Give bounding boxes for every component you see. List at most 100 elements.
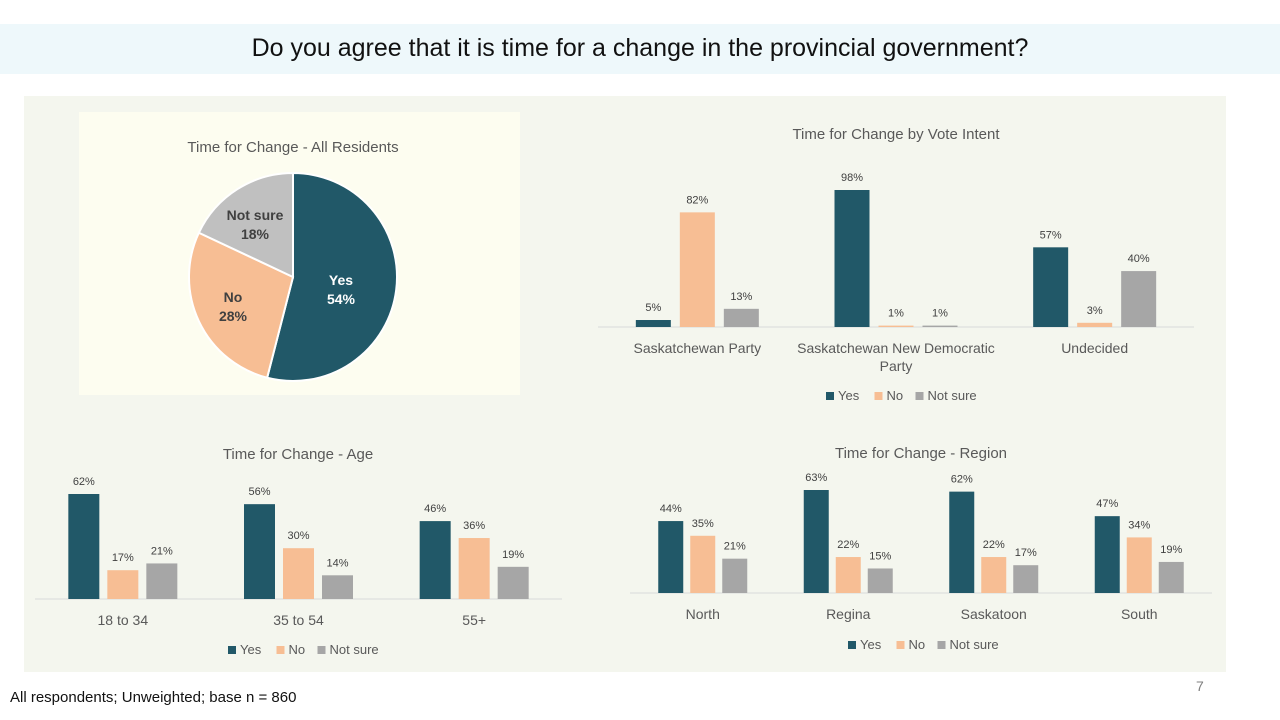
region-legend-label: No bbox=[909, 637, 926, 652]
region-data-label: 19% bbox=[1160, 544, 1182, 556]
age-bar-no bbox=[107, 570, 139, 599]
region-data-label: 15% bbox=[869, 550, 891, 562]
vote-data-label: 13% bbox=[730, 291, 752, 303]
vote-data-label: 5% bbox=[645, 302, 661, 314]
page-title: Do you agree that it is time for a chang… bbox=[251, 34, 1029, 62]
vote-category-label: Party bbox=[880, 358, 913, 374]
age-bar-no bbox=[458, 538, 490, 599]
age-bar-no bbox=[283, 548, 314, 599]
region-category-label: South bbox=[1121, 606, 1158, 622]
age-data-label: 56% bbox=[248, 486, 270, 498]
region-category-label: Saskatoon bbox=[961, 606, 1027, 622]
region-bar-yes bbox=[1094, 516, 1120, 593]
page-number: 7 bbox=[1196, 678, 1204, 694]
region-chart-title: Time for Change - Region bbox=[835, 445, 1007, 462]
vote-bar-no bbox=[878, 325, 914, 327]
age-category-label: 35 to 54 bbox=[273, 612, 324, 628]
age-legend-label: No bbox=[289, 642, 306, 657]
region-data-label: 22% bbox=[837, 539, 859, 551]
pie-slice-value: 28% bbox=[219, 308, 248, 324]
age-legend-swatch bbox=[317, 646, 326, 654]
pie-slice-value: 54% bbox=[327, 291, 356, 307]
title-band bbox=[0, 24, 1280, 74]
age-data-label: 46% bbox=[424, 503, 446, 515]
vote-bar-yes bbox=[635, 320, 671, 327]
region-bar-not-sure bbox=[722, 558, 748, 593]
region-legend-swatch bbox=[848, 641, 856, 649]
age-category-label: 55+ bbox=[462, 612, 486, 628]
age-bar-not-sure bbox=[322, 575, 353, 599]
age-bar-yes bbox=[244, 504, 275, 599]
vote-category-label: Undecided bbox=[1061, 340, 1128, 356]
age-legend-label: Not sure bbox=[330, 642, 379, 657]
region-data-label: 44% bbox=[660, 503, 682, 515]
age-bar-yes bbox=[419, 521, 451, 599]
age-data-label: 30% bbox=[287, 530, 309, 542]
region-legend-swatch bbox=[937, 641, 946, 649]
age-bar-not-sure bbox=[497, 566, 529, 599]
region-data-label: 21% bbox=[724, 541, 746, 553]
vote-data-label: 57% bbox=[1040, 229, 1062, 241]
region-data-label: 34% bbox=[1128, 519, 1150, 531]
vote-bar-not-sure bbox=[1121, 271, 1157, 327]
pie-slice-value: 18% bbox=[241, 226, 270, 242]
region-bar-not-sure bbox=[1013, 565, 1039, 593]
age-data-label: 14% bbox=[326, 557, 348, 569]
vote-data-label: 1% bbox=[888, 308, 904, 320]
pie-slice-label: Not sure bbox=[227, 207, 284, 223]
pie-slice-label: Yes bbox=[329, 272, 353, 288]
region-data-label: 22% bbox=[983, 539, 1005, 551]
vote-data-label: 40% bbox=[1128, 253, 1150, 265]
region-data-label: 63% bbox=[805, 472, 827, 484]
region-bar-no bbox=[981, 557, 1007, 593]
vote-legend-swatch bbox=[915, 392, 924, 400]
age-category-label: 18 to 34 bbox=[98, 612, 149, 628]
vote-legend-swatch bbox=[826, 392, 834, 400]
region-bar-no bbox=[690, 535, 716, 593]
age-legend-swatch bbox=[276, 646, 285, 654]
region-bar-no bbox=[835, 557, 861, 593]
region-data-label: 62% bbox=[951, 474, 973, 486]
vote-category-label: Saskatchewan Party bbox=[634, 340, 762, 356]
footnote: All respondents; Unweighted; base n = 86… bbox=[10, 689, 297, 706]
pie-slice-yes bbox=[265, 171, 398, 382]
region-bar-no bbox=[1126, 537, 1152, 593]
region-bar-yes bbox=[949, 491, 975, 593]
vote-legend-label: No bbox=[887, 388, 904, 403]
region-bar-not-sure bbox=[867, 568, 893, 593]
region-legend-label: Not sure bbox=[950, 637, 999, 652]
vote-data-label: 98% bbox=[841, 172, 863, 184]
region-legend-swatch bbox=[896, 641, 905, 649]
region-data-label: 47% bbox=[1096, 498, 1118, 510]
vote-chart-title: Time for Change by Vote Intent bbox=[792, 126, 1000, 143]
pie-slice-label: No bbox=[224, 289, 243, 305]
region-legend-label: Yes bbox=[860, 637, 882, 652]
vote-legend-swatch bbox=[874, 392, 883, 400]
vote-bar-yes bbox=[834, 190, 870, 327]
vote-data-label: 82% bbox=[686, 194, 708, 206]
vote-bar-no bbox=[1077, 322, 1113, 327]
vote-data-label: 3% bbox=[1087, 305, 1103, 317]
region-bar-yes bbox=[803, 490, 829, 593]
region-bar-not-sure bbox=[1158, 561, 1184, 593]
age-bar-yes bbox=[68, 494, 100, 599]
region-bar-yes bbox=[658, 521, 684, 593]
age-legend-swatch bbox=[228, 646, 236, 654]
pie-slice-no bbox=[188, 231, 295, 379]
age-data-label: 17% bbox=[112, 552, 134, 564]
age-chart-title: Time for Change - Age bbox=[223, 446, 373, 463]
vote-bar-no bbox=[679, 212, 715, 327]
age-bar-not-sure bbox=[146, 563, 178, 599]
age-legend-label: Yes bbox=[240, 642, 262, 657]
pie-title: Time for Change - All Residents bbox=[187, 139, 398, 156]
vote-legend-label: Not sure bbox=[928, 388, 977, 403]
region-data-label: 35% bbox=[692, 518, 714, 530]
age-data-label: 21% bbox=[151, 545, 173, 557]
age-data-label: 62% bbox=[73, 476, 95, 488]
age-data-label: 19% bbox=[502, 549, 524, 561]
vote-data-label: 1% bbox=[932, 308, 948, 320]
vote-bar-yes bbox=[1033, 247, 1069, 327]
pie-slice-not-sure bbox=[197, 171, 294, 279]
region-category-label: North bbox=[686, 606, 720, 622]
